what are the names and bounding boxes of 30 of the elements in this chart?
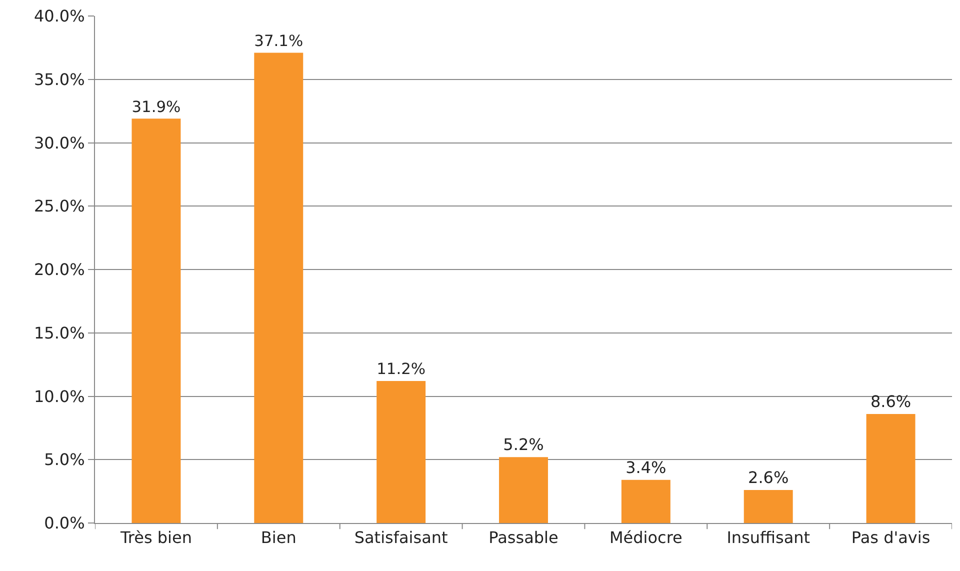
- y-tick-label: 25.0%: [34, 196, 85, 216]
- x-tick-label: Médiocre: [609, 528, 682, 548]
- bar: [254, 52, 304, 523]
- data-label: 31.9%: [132, 98, 181, 116]
- x-tick-label: Pas d'avis: [851, 528, 930, 548]
- data-label: 8.6%: [870, 392, 912, 411]
- bar: [621, 480, 670, 523]
- bar: [376, 381, 426, 523]
- x-tick-label: Satisfaisant: [354, 528, 448, 548]
- data-label: 37.1%: [254, 32, 304, 50]
- bar: [866, 414, 916, 523]
- data-label: 11.2%: [376, 360, 426, 378]
- x-tick-label: Bien: [260, 528, 296, 548]
- y-tick-label: 30.0%: [34, 133, 85, 152]
- y-tick-label: 0.0%: [44, 514, 85, 533]
- data-label: 2.6%: [748, 468, 789, 488]
- y-tick-label: 10.0%: [34, 386, 85, 406]
- y-tick-label: 5.0%: [44, 450, 85, 470]
- bar: [744, 490, 793, 523]
- y-tick-label: 40.0%: [34, 6, 85, 26]
- x-tick-label: Passable: [488, 528, 558, 548]
- y-tick-label: 20.0%: [34, 260, 85, 280]
- bar: [132, 118, 181, 523]
- x-tick-label: Très bien: [119, 528, 192, 548]
- y-tick-label: 15.0%: [34, 323, 85, 342]
- data-label: 5.2%: [503, 435, 544, 454]
- data-label: 3.4%: [626, 458, 666, 477]
- x-tick-label: Insuffisant: [726, 528, 810, 548]
- bar: [499, 457, 548, 523]
- y-tick-label: 35.0%: [34, 70, 85, 89]
